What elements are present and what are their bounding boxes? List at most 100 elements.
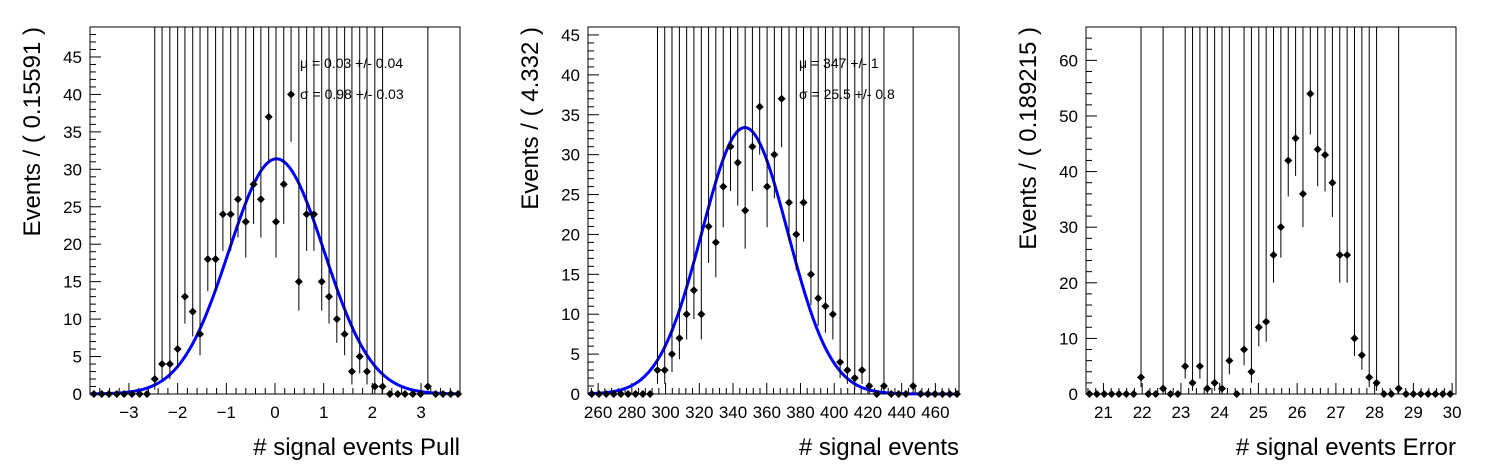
data-point <box>602 390 611 398</box>
data-point <box>1181 362 1190 371</box>
data-point <box>952 390 961 398</box>
data-point <box>631 390 640 398</box>
data-point <box>378 382 387 391</box>
data-point <box>923 390 932 398</box>
y-axis-label: Events / ( 0.189215 ) <box>1015 27 1042 250</box>
data-point <box>638 390 647 398</box>
data-point <box>646 390 655 398</box>
data-point <box>1225 356 1234 365</box>
data-point <box>416 390 425 398</box>
fit-mean-annotation: μ = 347 +/- 1 <box>799 55 879 71</box>
data-point <box>1343 250 1352 259</box>
y-tick-label: 40 <box>561 66 580 85</box>
data-point <box>1438 390 1447 398</box>
x-tick-label: 28 <box>1365 403 1384 422</box>
data-point <box>196 330 205 339</box>
data-point <box>325 292 334 301</box>
data-point <box>1446 390 1455 398</box>
y-tick-label: 0 <box>571 385 580 404</box>
y-tick-label: 45 <box>63 48 82 67</box>
x-axis-label: # signal events Error <box>1236 434 1456 461</box>
data-point <box>347 367 356 376</box>
data-point <box>1335 250 1344 259</box>
y-tick-label: 10 <box>63 310 82 329</box>
data-point <box>438 390 447 398</box>
data-point <box>1210 378 1219 387</box>
y-tick-label: 60 <box>1059 51 1078 70</box>
x-axis-label: # signal events <box>799 434 959 461</box>
y-tick-label: 25 <box>63 198 82 217</box>
data-point <box>1159 384 1168 393</box>
y-tick-label: 30 <box>1059 218 1078 237</box>
x-tick-label: 24 <box>1210 403 1229 422</box>
x-tick-label: 300 <box>651 403 679 422</box>
data-point <box>363 367 372 376</box>
data-point <box>806 270 815 279</box>
data-point <box>1144 390 1153 398</box>
data-point <box>682 310 691 319</box>
data-point <box>317 277 326 286</box>
data-point <box>814 294 823 303</box>
x-tick-label: 30 <box>1443 403 1462 422</box>
data-point <box>340 330 349 339</box>
x-tick-label: 3 <box>416 403 425 422</box>
plot-frame <box>587 26 960 395</box>
y-tick-label: 10 <box>561 305 580 324</box>
data-point <box>763 182 772 191</box>
data-point <box>188 307 197 316</box>
x-tick-label: 29 <box>1404 403 1423 422</box>
data-point <box>872 390 881 398</box>
x-tick-label: 320 <box>685 403 713 422</box>
fit-sigma-annotation: σ = 25.5 +/- 0.8 <box>799 86 895 102</box>
x-tick-label: 340 <box>719 403 747 422</box>
data-point <box>150 375 159 384</box>
plot-frame <box>89 26 461 395</box>
x-tick-label: −3 <box>119 403 138 422</box>
data-point <box>1424 390 1433 398</box>
y-tick-label: 30 <box>561 146 580 165</box>
chart-panel-2: 260 280 300 320 340 360 380 400 420 440 460 0 5 10 15 2… <box>517 26 961 461</box>
data-point <box>1431 390 1440 398</box>
data-point <box>821 302 830 311</box>
y-tick-label: 0 <box>73 385 82 404</box>
data-point <box>1379 390 1388 398</box>
x-tick-label: 27 <box>1326 403 1345 422</box>
data-point <box>226 210 235 219</box>
data-point <box>431 390 440 398</box>
data-point <box>1313 145 1322 154</box>
data-point <box>945 390 954 398</box>
data-point <box>1372 378 1381 387</box>
data-point <box>271 217 280 226</box>
data-point <box>1107 390 1116 398</box>
data-point <box>120 390 129 398</box>
data-point <box>726 142 735 151</box>
data-point <box>770 150 779 159</box>
data-point <box>1350 334 1359 343</box>
data-point <box>1262 317 1271 326</box>
data-point <box>916 390 925 398</box>
data-point <box>1402 390 1411 398</box>
plot-frame <box>1085 26 1457 395</box>
data-point <box>408 390 417 398</box>
data-point <box>1195 362 1204 371</box>
data-point <box>1269 250 1278 259</box>
data-point <box>843 366 852 375</box>
data-point <box>234 195 242 204</box>
data-point <box>1122 390 1131 398</box>
data-point <box>127 390 136 398</box>
x-tick-label: 440 <box>887 403 915 422</box>
x-tick-label: 21 <box>1094 403 1113 422</box>
data-point <box>667 350 676 359</box>
y-tick-label: 35 <box>561 106 580 125</box>
data-point <box>294 277 303 286</box>
data-point <box>689 286 698 295</box>
fit-mean-annotation: μ = 0.03 +/- 0.04 <box>300 55 403 71</box>
x-tick-label: 1 <box>319 403 328 422</box>
x-tick-label: 280 <box>618 403 646 422</box>
data-point <box>865 382 874 391</box>
x-tick-label: 23 <box>1171 403 1190 422</box>
y-tick-label: 35 <box>63 123 82 142</box>
data-point <box>1188 378 1197 387</box>
gaussian-fit-curve <box>89 157 461 396</box>
